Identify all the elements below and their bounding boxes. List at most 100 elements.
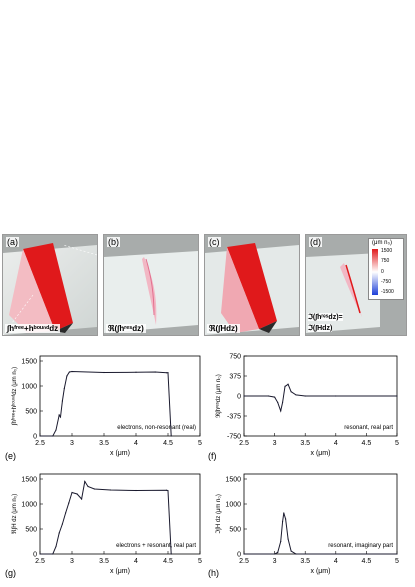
- data-point: [135, 371, 137, 373]
- data-point: [280, 540, 282, 543]
- data-point: [290, 550, 292, 552]
- data-point: [284, 385, 286, 387]
- y-tick-label: 1500: [21, 477, 37, 484]
- series-line: [40, 480, 172, 555]
- plot-frame: [39, 473, 201, 555]
- plot-annotation: resonant, imaginary part: [328, 543, 393, 549]
- data-point: [267, 395, 270, 397]
- panel-c-caption: ℜ(∫Hdz): [207, 324, 240, 333]
- x-tick-label: 2.5: [35, 558, 45, 565]
- data-point: [61, 400, 64, 402]
- panel-a-3d: (a) ∫hᶠʳᵉᵉ+hᵇᵒᵘⁿᵈdz: [2, 234, 98, 336]
- colorbar-tick: 0: [381, 269, 384, 275]
- data-point: [287, 538, 289, 540]
- panel-a-caption: ∫hᶠʳᵉᵉ+hᵇᵒᵘⁿᵈdz: [5, 324, 61, 333]
- panel-b-surface: [104, 251, 198, 333]
- data-point: [71, 491, 73, 494]
- data-point: [243, 395, 245, 397]
- y-axis-label: ℜ∫H dz (μm n₀): [11, 494, 18, 534]
- data-point: [295, 553, 297, 555]
- y-tick-label: 0: [237, 552, 241, 559]
- x-tick-label: 3: [70, 558, 74, 565]
- data-point: [167, 372, 169, 374]
- data-point: [55, 545, 57, 548]
- data-point: [283, 512, 285, 514]
- data-point: [280, 410, 282, 412]
- y-tick-label: 500: [25, 527, 37, 534]
- data-point: [277, 551, 279, 554]
- data-point: [71, 370, 73, 373]
- data-point: [170, 435, 172, 437]
- x-tick-label: 5: [198, 440, 202, 447]
- data-point: [335, 395, 337, 397]
- data-point: [396, 553, 398, 555]
- data-point: [87, 485, 89, 488]
- data-point: [396, 395, 398, 397]
- x-axis-label: x (μm): [110, 450, 130, 457]
- panel-letter: (g): [5, 568, 16, 578]
- panel-d-3d: (μm n₀) 1500 750 0 -750 -1500 (d) ℑ(∫hʳᵉ…: [305, 234, 407, 336]
- plot-frame: [243, 473, 398, 555]
- x-tick-label: 3: [273, 440, 277, 447]
- data-point: [52, 553, 54, 555]
- data-point: [166, 372, 168, 374]
- panel-d-label: (d): [309, 237, 322, 247]
- x-tick-label: 3: [273, 558, 277, 565]
- x-tick-label: 5: [395, 558, 399, 565]
- panel-a-surface: [3, 243, 97, 335]
- data-point: [61, 523, 64, 525]
- data-point: [154, 371, 156, 373]
- y-axis-label: ∫hᶠʳᵉᵉ+hᵇᵒᵘⁿᵈdz (μm n₀): [11, 367, 18, 426]
- data-point: [287, 383, 289, 385]
- x-tick-label: 4.5: [163, 558, 173, 565]
- data-point: [290, 391, 292, 393]
- colorbar-title: (μm n₀): [372, 240, 392, 246]
- data-point: [68, 371, 71, 373]
- data-point: [76, 493, 78, 495]
- data-point: [281, 520, 284, 523]
- y-tick-label: -375: [227, 414, 241, 421]
- data-point: [285, 518, 287, 520]
- panel-b-caption: ℜ(∫hʳᵉˢdz): [106, 324, 146, 333]
- x-tick-label: 2.5: [35, 440, 45, 447]
- x-tick-label: 4.5: [163, 440, 173, 447]
- x-tick-label: 3: [70, 440, 74, 447]
- equation-line-1: ℑ(∫hʳᵉˢdz)=: [308, 313, 343, 321]
- panel-letter: (f): [208, 451, 217, 461]
- data-point: [59, 416, 62, 418]
- data-point: [274, 553, 276, 555]
- colorbar-tick: 750: [381, 258, 390, 264]
- colorbar-tick: 1500: [381, 248, 393, 254]
- y-axis-label: ℑ∫H dz (μm n₀): [215, 494, 222, 534]
- y-axis-label: ℜ∫hʳᵉˢdz (μm n₀): [215, 374, 222, 418]
- data-point: [167, 490, 169, 492]
- data-point: [170, 553, 172, 555]
- y-tick-label: 1000: [21, 502, 37, 509]
- data-point: [39, 435, 41, 437]
- plot-annotation: resonant, real part: [344, 425, 393, 431]
- y-tick-label: 0: [237, 394, 241, 401]
- x-axis-label: x (μm): [110, 568, 130, 575]
- data-point: [281, 401, 284, 403]
- x-tick-label: 3.5: [300, 558, 310, 565]
- data-point: [66, 375, 68, 377]
- y-tick-label: 1000: [225, 502, 241, 509]
- colorbar-tick: -750: [381, 279, 392, 285]
- y-tick-label: 750: [229, 354, 241, 361]
- panel-letter: (h): [208, 568, 219, 578]
- data-point: [68, 502, 70, 504]
- x-tick-label: 2.5: [239, 440, 249, 447]
- panel-letter: (e): [5, 451, 16, 461]
- x-tick-label: 4.5: [362, 440, 372, 447]
- panel-b-3d: (b) ℜ(∫hʳᵉˢdz): [103, 234, 199, 336]
- panel-c-surface: [205, 243, 299, 335]
- plot-annotation: electrons, non-resonant (real): [117, 425, 196, 431]
- x-tick-label: 2.5: [239, 558, 249, 565]
- data-point: [93, 488, 95, 490]
- data-point: [58, 414, 60, 416]
- colorbar: (μm n₀) 1500 750 0 -750 -1500: [368, 238, 404, 300]
- data-point: [103, 371, 105, 374]
- y-tick-label: 500: [25, 409, 37, 416]
- y-tick-label: -750: [227, 434, 241, 441]
